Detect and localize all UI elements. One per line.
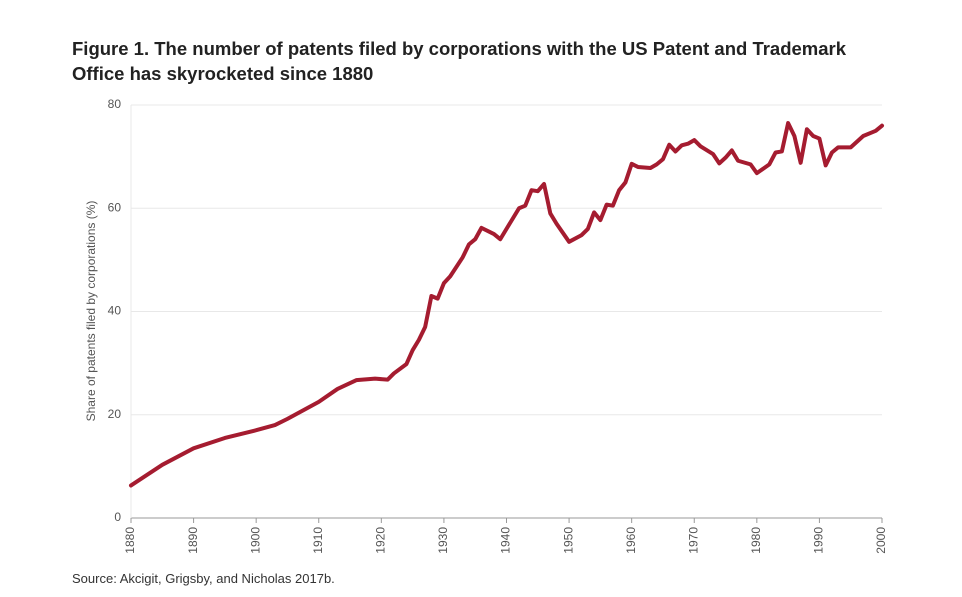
chart-title: Figure 1. The number of patents filed by… [72, 38, 847, 84]
x-tick-label: 1880 [123, 527, 137, 554]
x-tick-label: 1930 [436, 527, 450, 554]
x-tick-label: 1950 [561, 527, 575, 554]
y-tick-label: 80 [108, 97, 122, 111]
source-note: Source: Akcigit, Grigsby, and Nicholas 2… [72, 571, 335, 586]
y-axis-label: Share of patents filed by corporations (… [84, 201, 98, 422]
x-tick-label: 1940 [499, 527, 513, 554]
x-tick-label: 1990 [812, 527, 826, 554]
line-series [129, 121, 884, 488]
y-tick-label: 20 [108, 407, 122, 421]
x-tick-label: 1900 [248, 527, 262, 554]
x-tick-label: 1910 [311, 527, 325, 554]
x-tick-label: 1920 [374, 527, 388, 554]
x-tick-label: 1980 [749, 527, 763, 554]
x-tick-label: 2000 [874, 527, 888, 554]
y-tick-label: 0 [114, 510, 121, 524]
x-tick-label: 1970 [686, 527, 700, 554]
y-tick-label: 40 [108, 304, 122, 318]
x-tick-label: 1960 [624, 527, 638, 554]
y-tick-label: 60 [108, 200, 122, 214]
x-tick-label: 1890 [186, 527, 200, 554]
